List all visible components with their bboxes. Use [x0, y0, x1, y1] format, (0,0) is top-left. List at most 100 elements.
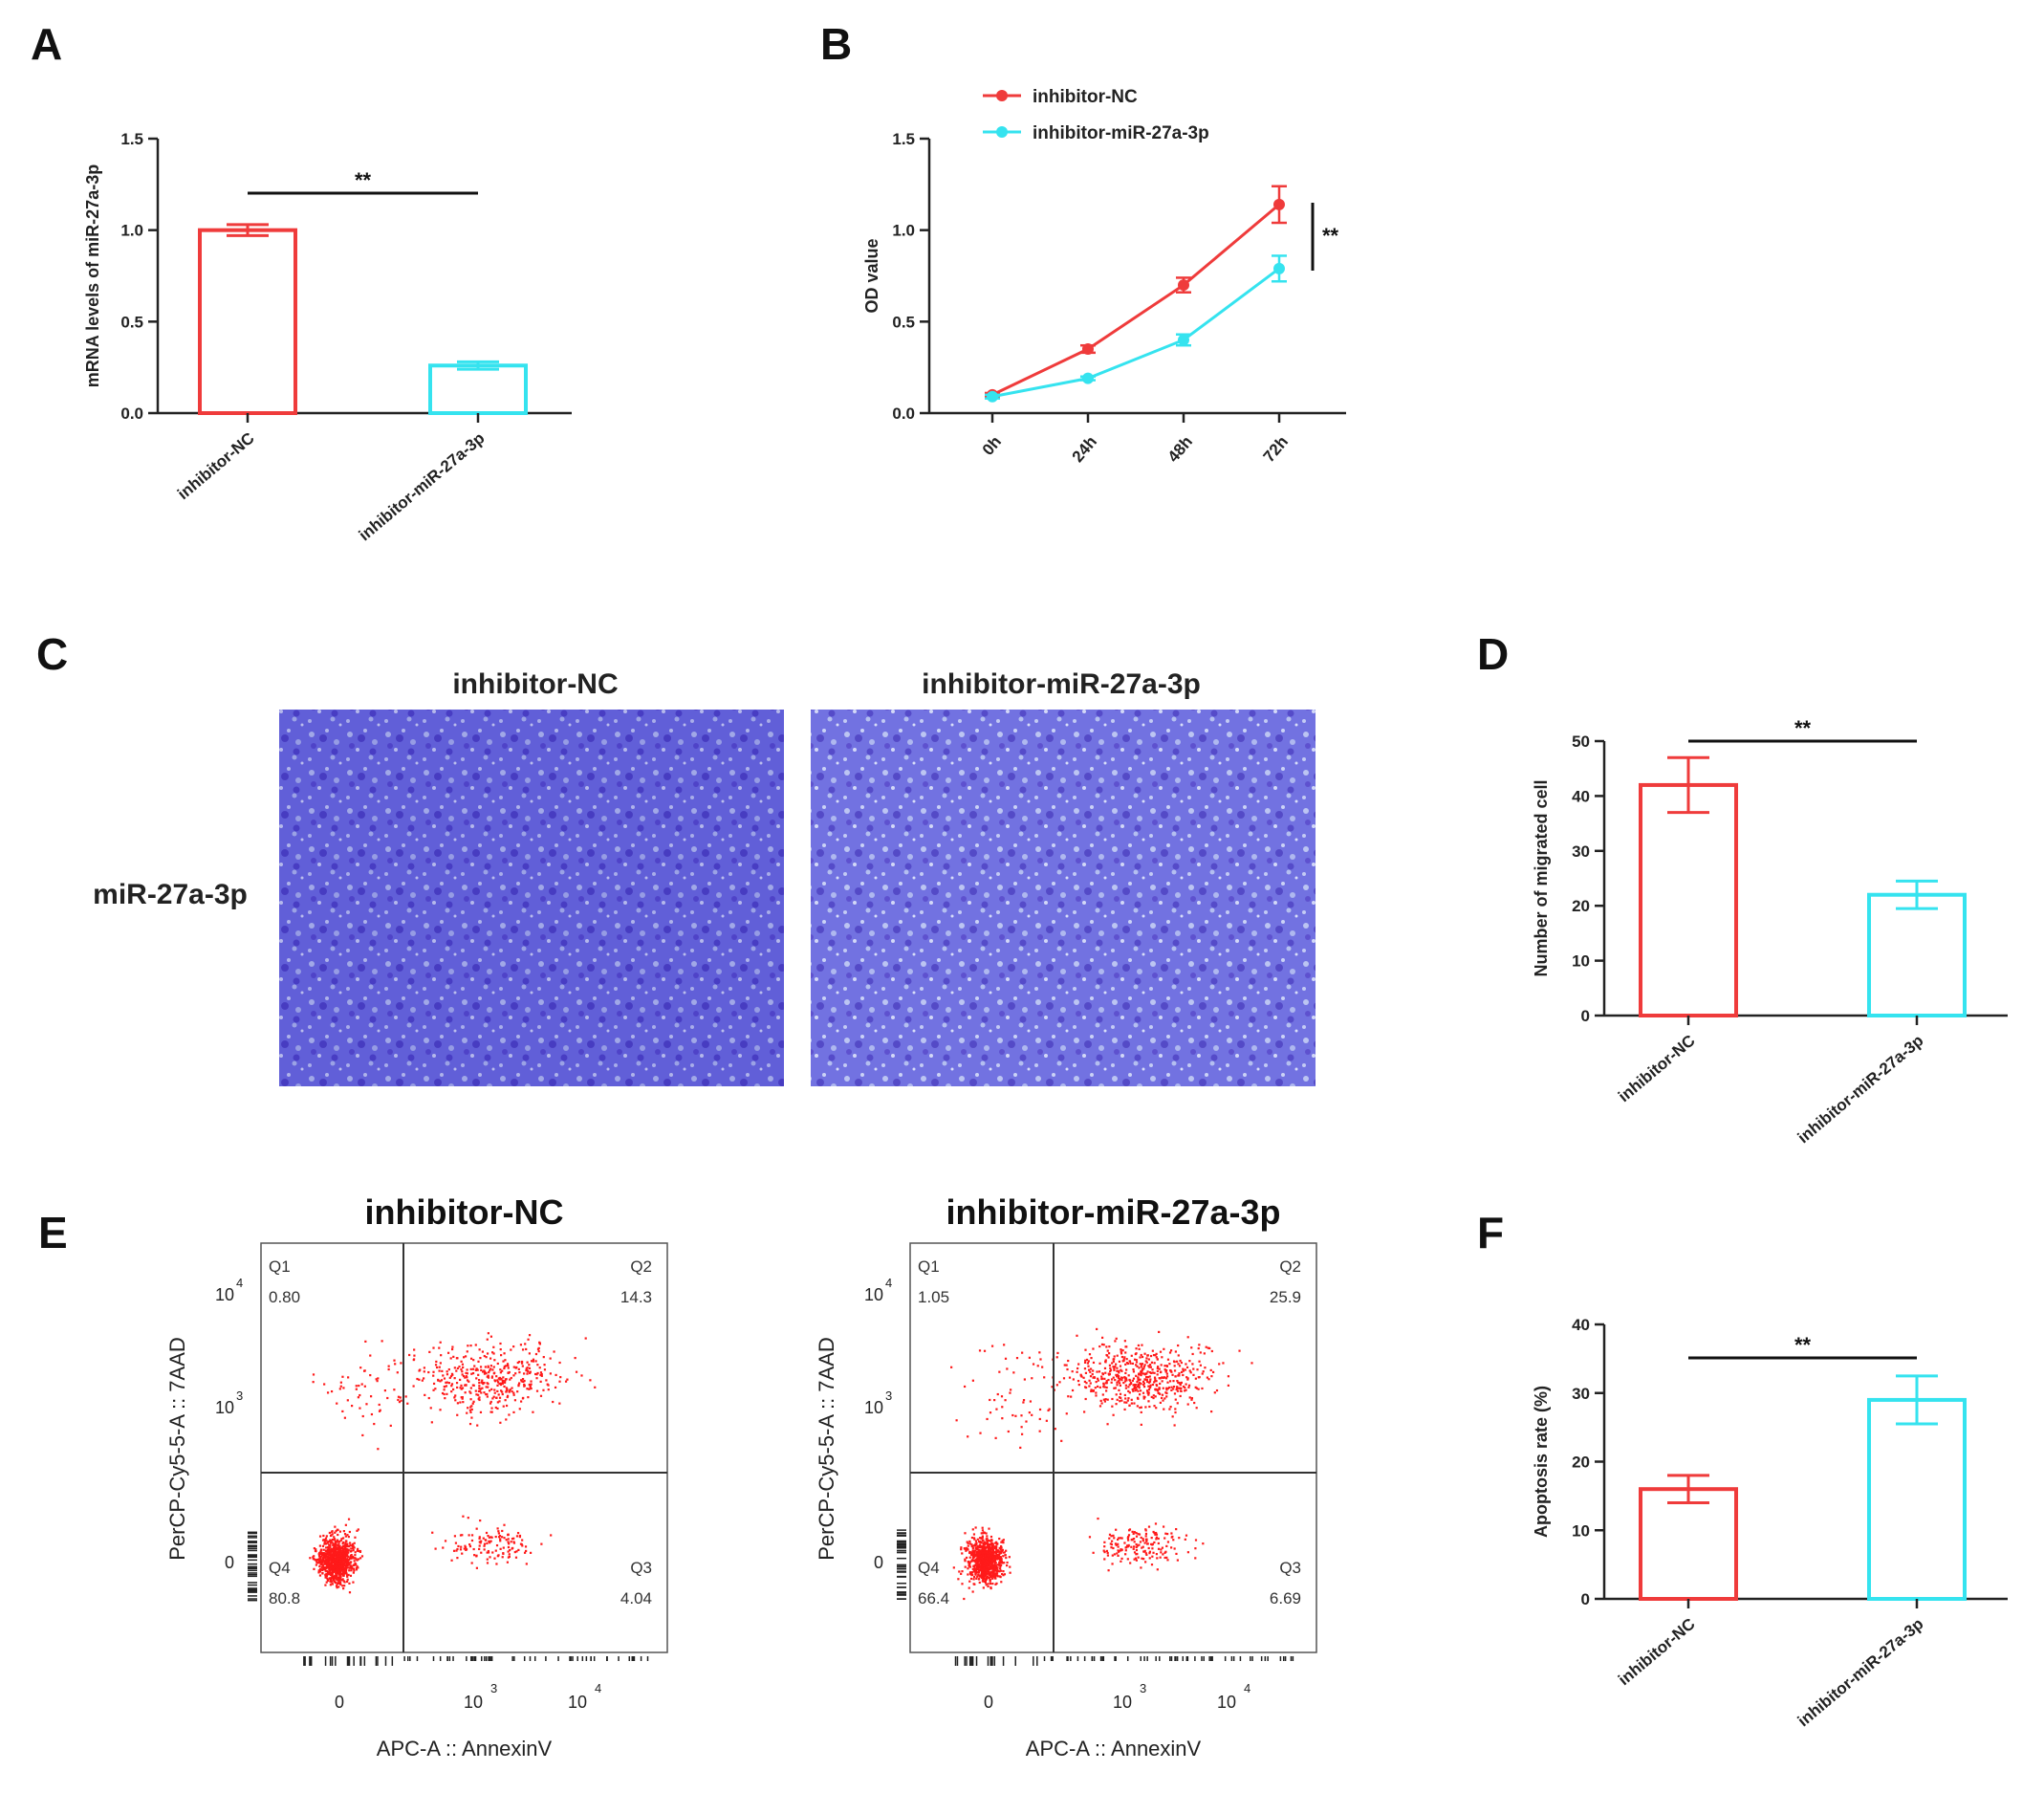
- flow-event-dot: [1087, 1368, 1091, 1371]
- flow-event-dot: [491, 1368, 494, 1371]
- flow-event-dot: [317, 1558, 320, 1561]
- flow-event-dot: [1092, 1361, 1096, 1365]
- flow-event-dot: [970, 1543, 973, 1546]
- flow-event-dot: [350, 1556, 353, 1559]
- flow-event-dot: [338, 1563, 341, 1565]
- flow-event-dot: [347, 1544, 350, 1548]
- flow-event-dot: [1091, 1373, 1094, 1376]
- flow-event-dot: [485, 1386, 488, 1388]
- flow-event-dot: [1227, 1375, 1230, 1378]
- flow-event-dot: [358, 1549, 360, 1553]
- flow-event-dot: [976, 1575, 979, 1578]
- flow-event-dot: [453, 1396, 456, 1399]
- flow-event-dot: [990, 1345, 994, 1347]
- flow-event-dot: [988, 1560, 990, 1563]
- flow-event-dot: [1120, 1549, 1122, 1552]
- flow-event-dot: [461, 1370, 464, 1373]
- flow-event-dot: [534, 1372, 537, 1376]
- flow-event-dot: [518, 1408, 521, 1410]
- flow-event-dot: [343, 1551, 346, 1555]
- y-tick-label: 10: [864, 1285, 883, 1304]
- flow-event-dot: [508, 1389, 511, 1392]
- flow-event-dot: [492, 1352, 495, 1355]
- flow-event-dot: [511, 1547, 513, 1550]
- flow-event-dot: [334, 1531, 337, 1534]
- flow-event-dot: [450, 1559, 453, 1562]
- flow-event-dot: [439, 1380, 442, 1383]
- flow-event-dot: [398, 1400, 402, 1404]
- flow-event-dot: [965, 1548, 968, 1551]
- flow-event-dot: [1176, 1389, 1180, 1392]
- flow-event-dot: [964, 1565, 967, 1568]
- flow-event-dot: [976, 1563, 979, 1566]
- flow-event-dot: [373, 1422, 376, 1426]
- flow-event-dot: [1192, 1373, 1195, 1376]
- flow-event-dot: [1170, 1388, 1173, 1391]
- flow-event-dot: [1180, 1361, 1183, 1365]
- flow-event-dot: [355, 1385, 358, 1388]
- flow-event-dot: [1130, 1354, 1133, 1357]
- y-tick-label: 1.5: [120, 130, 143, 148]
- flow-event-dot: [340, 1563, 343, 1566]
- flow-event-dot: [1141, 1368, 1143, 1371]
- flow-event-dot: [530, 1380, 533, 1383]
- flow-event-dot: [469, 1391, 472, 1394]
- flow-event-dot: [356, 1559, 359, 1562]
- flow-event-dot: [960, 1546, 963, 1549]
- flow-event-dot: [1160, 1364, 1163, 1367]
- flow-event-dot: [1089, 1367, 1093, 1370]
- flow-event-dot: [321, 1544, 325, 1547]
- flow-event-dot: [472, 1384, 475, 1387]
- flow-event-dot: [1138, 1367, 1141, 1369]
- flow-event-dot: [337, 1541, 341, 1543]
- flow-event-dot: [1097, 1517, 1099, 1520]
- flow-event-dot: [1155, 1531, 1158, 1535]
- flow-event-dot: [452, 1355, 455, 1358]
- flow-event-dot: [1196, 1368, 1199, 1371]
- flow-event-dot: [1022, 1399, 1026, 1402]
- flow-event-dot: [1163, 1537, 1166, 1540]
- flow-event-dot: [987, 1561, 989, 1563]
- flow-event-dot: [977, 1550, 980, 1553]
- flow-event-dot: [1120, 1348, 1122, 1351]
- flow-event-dot: [413, 1348, 416, 1351]
- flow-event-dot: [1168, 1363, 1171, 1366]
- flow-event-dot: [352, 1567, 356, 1570]
- flow-event-dot: [353, 1557, 356, 1560]
- flow-event-dot: [1070, 1395, 1073, 1398]
- flow-event-dot: [325, 1542, 328, 1545]
- flow-event-dot: [994, 1542, 997, 1544]
- flow-event-dot: [1124, 1397, 1127, 1400]
- flow-event-dot: [1166, 1381, 1169, 1384]
- flow-event-dot: [483, 1369, 486, 1372]
- flow-event-dot: [325, 1561, 329, 1563]
- flow-event-dot: [967, 1544, 969, 1547]
- flow-event-dot: [996, 1549, 999, 1552]
- flow-event-dot: [333, 1538, 337, 1541]
- flow-event-dot: [448, 1376, 451, 1379]
- flow-event-dot: [528, 1334, 532, 1337]
- flow-event-dot: [1001, 1540, 1004, 1542]
- flow-event-dot: [1170, 1546, 1173, 1549]
- flow-event-dot: [461, 1363, 465, 1366]
- flow-event-dot: [499, 1538, 502, 1541]
- flow-event-dot: [343, 1556, 346, 1559]
- flow-event-dot: [1106, 1551, 1109, 1555]
- flow-event-dot: [1120, 1368, 1122, 1371]
- flow-event-dot: [1105, 1380, 1108, 1383]
- flow-event-dot: [505, 1404, 509, 1408]
- flow-event-dot: [968, 1565, 972, 1568]
- flow-event-dot: [1142, 1545, 1144, 1548]
- flow-event-dot: [481, 1370, 485, 1373]
- bar: [1867, 1397, 1967, 1602]
- flow-event-dot: [320, 1555, 323, 1558]
- y-axis-label: PerCP-Cy5-5-A :: 7AAD: [165, 1337, 189, 1561]
- flow-event-dot: [1156, 1568, 1159, 1571]
- flow-event-dot: [516, 1532, 520, 1535]
- flow-event-dot: [1002, 1555, 1005, 1558]
- flow-event-dot: [553, 1350, 555, 1353]
- flow-event-dot: [1100, 1377, 1103, 1381]
- flow-event-dot: [1156, 1367, 1159, 1369]
- flow-event-dot: [446, 1351, 450, 1354]
- flow-event-dot: [1148, 1375, 1151, 1378]
